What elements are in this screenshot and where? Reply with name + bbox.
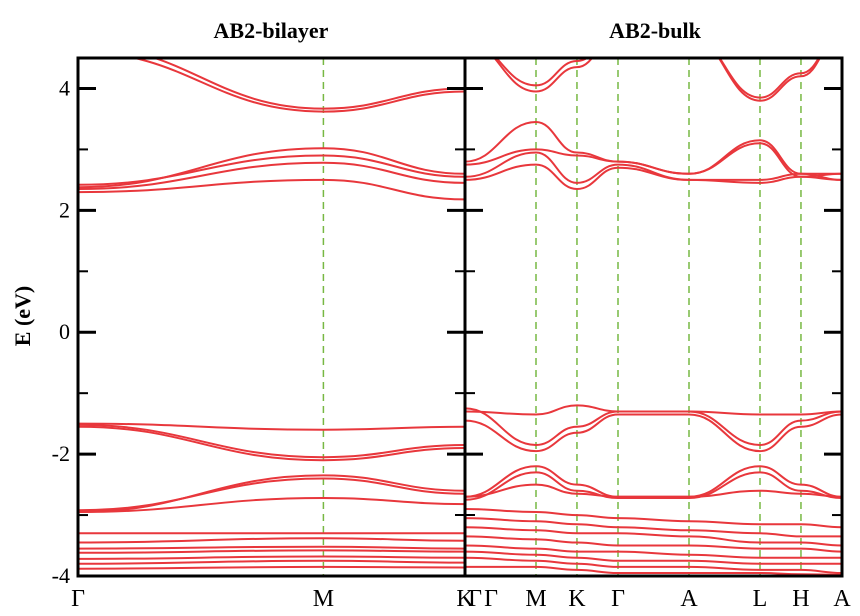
band-line-1-13 (464, 517, 842, 538)
band-line-1-0 (493, 58, 821, 102)
band-line-1-5 (464, 163, 842, 191)
y-tick-label-1: 2 (59, 197, 70, 222)
band-line-1-12 (464, 508, 842, 529)
band-line-0-4 (78, 161, 466, 190)
band-line-0-18 (78, 565, 466, 570)
band-line-1-4 (464, 151, 842, 184)
x-tick-label-1-4: A (680, 586, 698, 612)
band-line-0-0 (130, 58, 466, 113)
band-line-1-8 (464, 413, 842, 453)
band-line-1-10 (464, 471, 842, 501)
band-line-1-16 (464, 544, 842, 559)
band-line-1-18 (464, 556, 842, 574)
band-line-0-13 (78, 537, 466, 544)
x-tick-label-0-3: Γ (484, 586, 498, 612)
y-tick-label-3: -2 (52, 441, 70, 466)
band-line-0-15 (78, 549, 466, 554)
band-line-0-1 (151, 58, 466, 110)
band-line-1-7 (464, 404, 842, 416)
band-line-0-5 (78, 178, 466, 201)
y-tick-label-4: -4 (52, 563, 70, 588)
x-tick-label-0-1: M (313, 586, 334, 612)
band-line-1-15 (464, 535, 842, 553)
bands-panel-1 (464, 58, 842, 576)
band-line-1-11 (464, 483, 842, 498)
band-line-0-10 (78, 477, 466, 512)
x-tick-label-1-1: M (525, 586, 546, 612)
bands-panel-0 (78, 58, 466, 570)
panel-title-bilayer: AB2-bilayer (214, 18, 329, 43)
band-line-0-14 (78, 545, 466, 550)
band-line-0-11 (78, 496, 466, 513)
band-line-1-14 (464, 526, 842, 547)
x-tick-label-1-5: L (753, 586, 768, 612)
y-tick-label-2: 0 (59, 319, 70, 344)
band-line-0-7 (78, 425, 466, 462)
x-tick-label-1-3: Γ (611, 586, 625, 612)
panel-title-bulk: AB2-bulk (609, 18, 701, 43)
band-line-1-1 (495, 58, 820, 99)
band-line-0-6 (78, 423, 466, 459)
band-line-0-8 (78, 422, 466, 431)
x-tick-label-0-2: K (456, 586, 474, 612)
band-line-0-16 (78, 555, 466, 560)
x-tick-label-1-2: K (568, 586, 586, 612)
band-line-0-17 (78, 559, 466, 565)
y-axis-label: E (eV) (10, 286, 35, 346)
y-tick-label-0: 4 (59, 75, 70, 100)
plot-frame-bulk (463, 56, 844, 578)
x-tick-label-1-6: H (792, 586, 809, 612)
band-line-1-17 (464, 550, 842, 565)
x-tick-label-1-0: Γ (468, 586, 482, 612)
band-line-0-3 (78, 154, 466, 186)
band-line-1-19 (465, 565, 842, 576)
x-tick-label-1-7: A (833, 586, 851, 612)
x-tick-label-0-0: Γ (71, 586, 85, 612)
